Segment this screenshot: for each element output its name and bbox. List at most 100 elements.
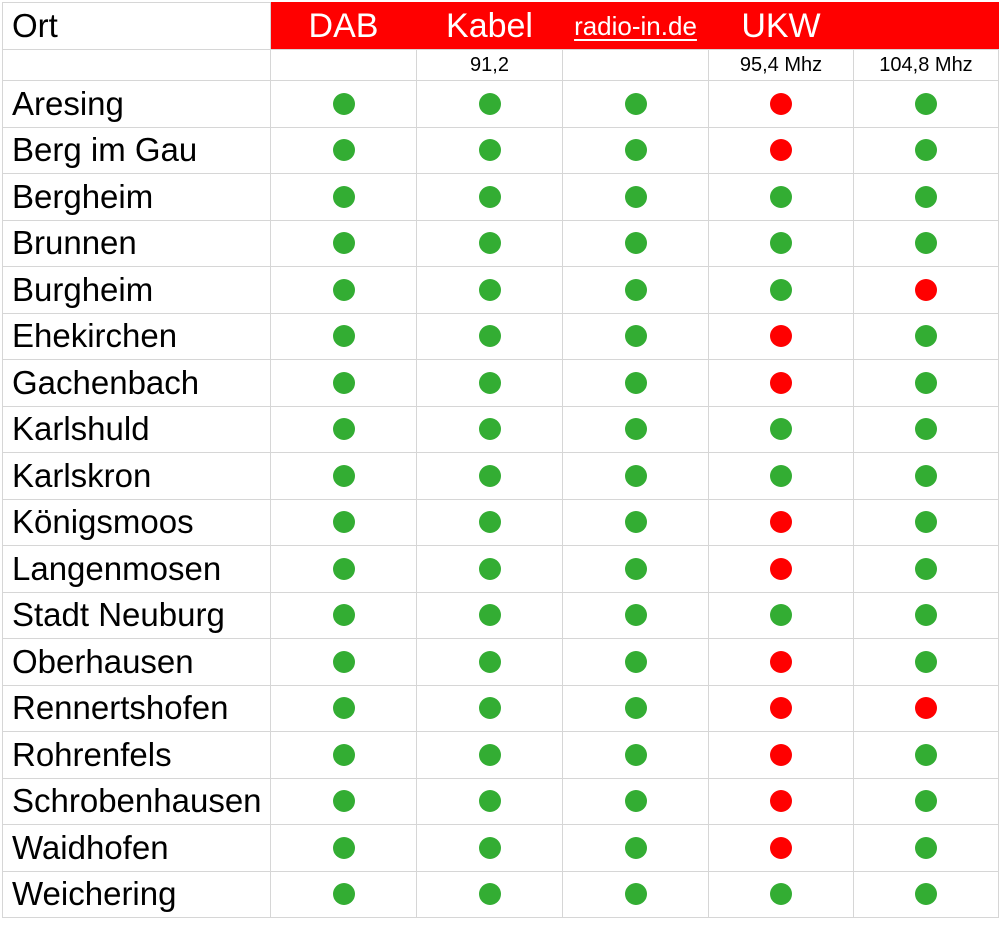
green-dot-icon: [624, 883, 647, 906]
column-header-radio-in-de[interactable]: radio-in.de: [562, 2, 709, 50]
table-row: Gachenbach: [2, 359, 999, 407]
status-cell: [708, 359, 854, 407]
status-cell: [708, 591, 854, 639]
status-cell: [416, 498, 563, 546]
place-name: Stadt Neuburg: [2, 591, 271, 639]
green-dot-icon: [332, 139, 355, 162]
table-row: Brunnen: [2, 219, 999, 267]
green-dot-icon: [478, 278, 501, 301]
status-cell: [708, 638, 854, 686]
status-cell: [708, 824, 854, 872]
green-dot-icon: [332, 185, 355, 208]
green-dot-icon: [478, 325, 501, 348]
green-dot-icon: [915, 418, 937, 441]
green-dot-icon: [624, 743, 647, 766]
green-dot-icon: [478, 371, 501, 394]
frequency-cell-ukw: 95,4 Mhz: [708, 49, 854, 81]
radio-in-de-link[interactable]: radio-in.de: [574, 10, 697, 41]
status-cell: [853, 545, 999, 593]
green-dot-icon: [915, 557, 937, 580]
red-dot-icon: [770, 697, 792, 720]
green-dot-icon: [624, 557, 647, 580]
status-cell: [270, 824, 417, 872]
status-cell: [562, 452, 709, 500]
status-cell: [562, 731, 709, 779]
place-name: Oberhausen: [2, 638, 271, 686]
status-cell: [562, 312, 709, 360]
place-name: Rennertshofen: [2, 684, 271, 732]
green-dot-icon: [478, 790, 501, 813]
table-row: Schrobenhausen: [2, 777, 999, 825]
green-dot-icon: [332, 232, 355, 255]
green-dot-icon: [915, 836, 937, 859]
table-row: Rennertshofen: [2, 684, 999, 732]
status-cell: [708, 126, 854, 174]
status-cell: [270, 266, 417, 314]
status-cell: [708, 312, 854, 360]
table-row: Ehekirchen: [2, 312, 999, 360]
status-cell: [562, 824, 709, 872]
place-name: Burgheim: [2, 266, 271, 314]
green-dot-icon: [915, 790, 937, 813]
green-dot-icon: [624, 232, 647, 255]
green-dot-icon: [624, 139, 647, 162]
status-cell: [708, 777, 854, 825]
green-dot-icon: [478, 418, 501, 441]
status-cell: [416, 405, 563, 453]
table-row: Stadt Neuburg: [2, 591, 999, 639]
green-dot-icon: [478, 511, 501, 534]
green-dot-icon: [915, 325, 937, 348]
status-cell: [416, 638, 563, 686]
place-name: Berg im Gau: [2, 126, 271, 174]
status-cell: [270, 498, 417, 546]
status-cell: [416, 266, 563, 314]
green-dot-icon: [915, 604, 937, 627]
table-row: Oberhausen: [2, 638, 999, 686]
status-cell: [853, 591, 999, 639]
status-cell: [270, 173, 417, 221]
status-cell: [270, 684, 417, 732]
status-cell: [853, 684, 999, 732]
green-dot-icon: [624, 697, 647, 720]
green-dot-icon: [332, 511, 355, 534]
green-dot-icon: [332, 325, 355, 348]
status-cell: [270, 312, 417, 360]
column-header-ukw: UKW: [708, 2, 854, 50]
green-dot-icon: [915, 92, 937, 115]
status-cell: [708, 731, 854, 779]
green-dot-icon: [915, 371, 937, 394]
table-row: Aresing: [2, 80, 999, 128]
column-header-dab: DAB: [270, 2, 417, 50]
column-header-kabel: Kabel: [416, 2, 563, 50]
green-dot-icon: [624, 185, 647, 208]
status-cell: [270, 545, 417, 593]
table-row: Bergheim: [2, 173, 999, 221]
status-cell: [270, 731, 417, 779]
status-cell: [416, 545, 563, 593]
status-cell: [270, 452, 417, 500]
status-cell: [562, 591, 709, 639]
red-dot-icon: [770, 139, 792, 162]
status-cell: [708, 173, 854, 221]
green-dot-icon: [478, 604, 501, 627]
status-cell: [416, 591, 563, 639]
green-dot-icon: [478, 697, 501, 720]
status-cell: [853, 266, 999, 314]
status-cell: [853, 498, 999, 546]
green-dot-icon: [770, 604, 792, 627]
green-dot-icon: [478, 557, 501, 580]
place-name: Brunnen: [2, 219, 271, 267]
column-header-ort: Ort: [2, 2, 271, 50]
status-cell: [853, 638, 999, 686]
place-name: Weichering: [2, 870, 271, 918]
green-dot-icon: [332, 790, 355, 813]
place-name: Langenmosen: [2, 545, 271, 593]
status-cell: [416, 870, 563, 918]
status-cell: [708, 545, 854, 593]
green-dot-icon: [624, 278, 647, 301]
table-row: Rohrenfels: [2, 731, 999, 779]
green-dot-icon: [332, 604, 355, 627]
green-dot-icon: [624, 325, 647, 348]
red-dot-icon: [915, 278, 937, 301]
